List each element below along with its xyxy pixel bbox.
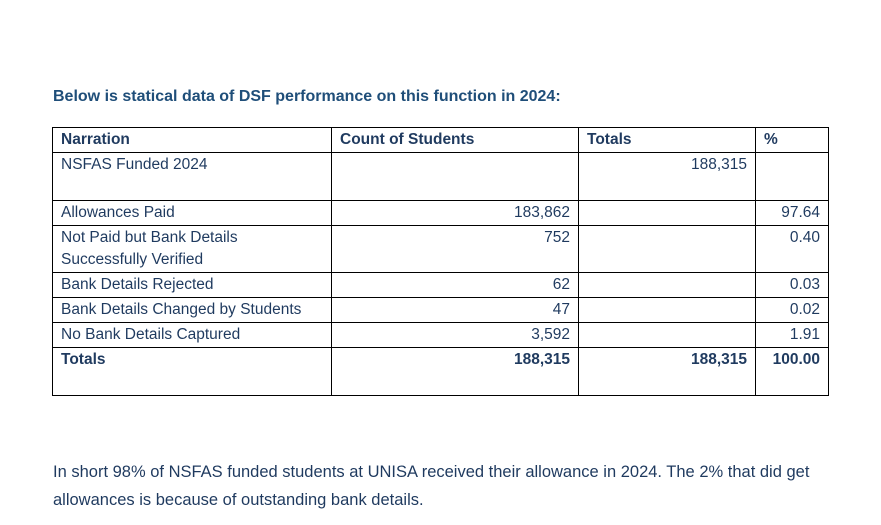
section-heading: Below is statical data of DSF performanc… (53, 88, 561, 105)
row-count: 62 (331, 272, 579, 298)
row-total (578, 225, 756, 273)
summary-paragraph: In short 98% of NSFAS funded students at… (53, 463, 810, 509)
table-row: NSFAS Funded 2024 188,315 (52, 152, 829, 201)
row-total: 188,315 (578, 347, 756, 396)
row-narration: Totals (52, 347, 332, 396)
row-count: 188,315 (331, 347, 579, 396)
row-percent: 97.64 (755, 200, 829, 226)
table-row: No Bank Details Captured 3,592 1.91 (52, 322, 829, 348)
row-percent: 0.03 (755, 272, 829, 298)
totals-row: Totals 188,315 188,315 100.00 (52, 347, 829, 396)
row-narration: Bank Details Rejected (52, 272, 332, 298)
row-total (578, 322, 756, 348)
table-row: Bank Details Changed by Students 47 0.02 (52, 297, 829, 323)
row-count (331, 152, 579, 201)
row-percent: 0.02 (755, 297, 829, 323)
table-row: Allowances Paid 183,862 97.64 (52, 200, 829, 226)
row-percent: 0.40 (755, 225, 829, 273)
row-narration: Bank Details Changed by Students (52, 297, 332, 323)
table-header-row: Narration Count of Students Totals % (52, 127, 829, 153)
row-percent: 100.00 (755, 347, 829, 396)
header-percent: % (755, 127, 829, 153)
row-narration: Allowances Paid (52, 200, 332, 226)
row-narration: No Bank Details Captured (52, 322, 332, 348)
row-narration: NSFAS Funded 2024 (52, 152, 332, 201)
dsf-performance-table: Narration Count of Students Totals % NSF… (52, 127, 829, 396)
header-count-of-students: Count of Students (331, 127, 579, 153)
row-narration: Not Paid but Bank Details Successfully V… (52, 225, 332, 273)
row-percent (755, 152, 829, 201)
row-count: 752 (331, 225, 579, 273)
row-count: 183,862 (331, 200, 579, 226)
table-row: Not Paid but Bank Details Successfully V… (52, 225, 829, 273)
row-count: 47 (331, 297, 579, 323)
row-total (578, 200, 756, 226)
header-narration: Narration (52, 127, 332, 153)
table-row: Bank Details Rejected 62 0.03 (52, 272, 829, 298)
header-totals: Totals (578, 127, 756, 153)
row-total (578, 297, 756, 323)
row-total (578, 272, 756, 298)
row-total: 188,315 (578, 152, 756, 201)
row-count: 3,592 (331, 322, 579, 348)
row-percent: 1.91 (755, 322, 829, 348)
